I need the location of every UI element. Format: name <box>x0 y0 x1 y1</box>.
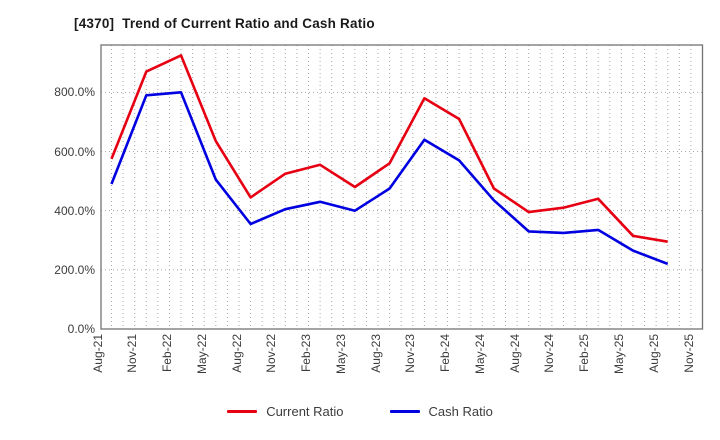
x-tick-label: May-25 <box>611 334 626 375</box>
y-tick-label: 400.0% <box>54 203 95 218</box>
legend-label: Current Ratio <box>266 404 344 419</box>
legend-item: Cash Ratio <box>389 404 493 419</box>
y-tick-label: 200.0% <box>54 262 95 277</box>
x-tick-label: Nov-23 <box>403 334 418 373</box>
x-tick-label: Aug-22 <box>229 334 244 373</box>
x-tick-label: May-23 <box>333 334 348 375</box>
x-tick-label: Aug-25 <box>646 334 661 373</box>
x-tick-label: May-24 <box>472 334 487 375</box>
x-tick-label: Feb-23 <box>299 334 314 373</box>
x-tick-label: Feb-22 <box>160 334 175 373</box>
current-ratio-line <box>110 54 668 243</box>
chart-legend: Current Ratio Cash Ratio <box>0 404 720 419</box>
y-tick-label: 0.0% <box>67 322 95 336</box>
x-tick-label: Aug-24 <box>507 334 522 373</box>
x-tick-label: Nov-24 <box>542 334 557 373</box>
chart-title: [4370] Trend of Current Ratio and Cash R… <box>74 16 375 31</box>
legend-item: Current Ratio <box>227 404 344 419</box>
y-tick-label: 600.0% <box>54 144 95 159</box>
legend-line-swatch <box>227 410 258 413</box>
x-tick-label: Nov-25 <box>681 334 696 373</box>
x-tick-label: Nov-21 <box>125 334 140 373</box>
legend-line-swatch <box>389 410 420 413</box>
x-tick-label: Feb-25 <box>577 334 592 373</box>
x-tick-label: Feb-24 <box>438 334 453 373</box>
x-tick-label: Aug-23 <box>368 334 383 373</box>
x-tick-label: May-22 <box>194 334 209 375</box>
y-tick-label: 800.0% <box>54 85 95 100</box>
cash-ratio-line <box>110 91 669 266</box>
plot-border <box>100 44 704 330</box>
x-tick-label: Nov-22 <box>264 334 279 373</box>
legend-label: Cash Ratio <box>428 404 493 419</box>
x-tick-label: Aug-21 <box>90 334 105 373</box>
